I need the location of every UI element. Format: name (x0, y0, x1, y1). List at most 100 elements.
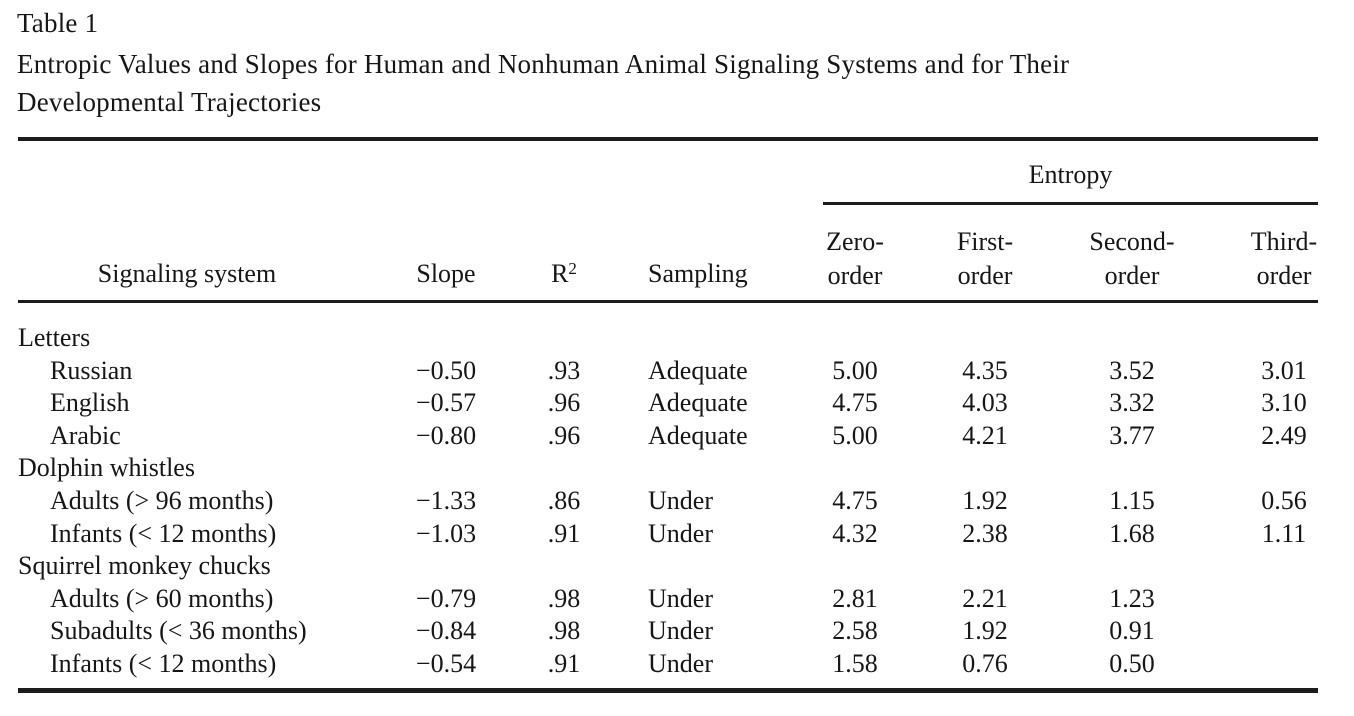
cell-first-order: 1.92 (962, 485, 1008, 515)
cell-zero-order: 2.81 (832, 583, 878, 613)
cell-second-order: 3.52 (1109, 355, 1155, 385)
cell-zero-order: 5.00 (832, 355, 878, 385)
cell-r-squared: .91 (547, 518, 581, 548)
cell-sampling: Adequate (648, 388, 748, 418)
second-order-line2: order (1104, 261, 1160, 290)
entropy-spanner-label: Entropy (1028, 160, 1113, 189)
row-label: Dolphin whistles (18, 453, 195, 483)
zero-order-line1: Zero- (826, 227, 884, 256)
cell-slope: −0.50 (415, 355, 477, 385)
table-row-russian: Russian −0.50 .93 Adequate 5.00 4.35 3.5… (0, 355, 1354, 388)
third-order-line1: Third- (1250, 227, 1318, 256)
table-row-english: English −0.57 .96 Adequate 4.75 4.03 3.3… (0, 387, 1354, 420)
cell-slope: −0.80 (415, 420, 477, 450)
cell-zero-order: 2.58 (832, 616, 878, 646)
column-header-slope: Slope (416, 259, 476, 288)
cell-sampling: Under (648, 583, 713, 613)
table-row-dolphin-adults: Adults (> 96 months) −1.33 .86 Under 4.7… (0, 485, 1354, 518)
row-label: Squirrel monkey chucks (18, 551, 271, 581)
cell-first-order: 4.21 (962, 420, 1008, 450)
cell-zero-order: 4.75 (832, 388, 878, 418)
first-order-line2: order (957, 261, 1013, 290)
cell-sampling: Under (648, 485, 713, 515)
row-label: Infants (< 12 months) (50, 518, 277, 548)
column-header-signaling-system: Signaling system (97, 259, 277, 288)
cell-slope: −0.79 (415, 583, 477, 613)
cell-slope: −0.54 (415, 648, 477, 678)
cell-sampling: Under (648, 648, 713, 678)
row-label: Arabic (50, 420, 121, 450)
row-label: Russian (50, 355, 133, 385)
r-squared-exponent: 2 (568, 259, 577, 278)
column-header-second-order: Second- order (1072, 225, 1192, 293)
table-top-rule (18, 137, 1318, 141)
table-bottom-rule (18, 688, 1318, 693)
row-label: Infants (< 12 months) (50, 648, 277, 678)
cell-third-order: 2.49 (1261, 420, 1307, 450)
cell-sampling: Adequate (648, 355, 748, 385)
cell-second-order: 0.50 (1109, 648, 1155, 678)
cell-zero-order: 4.75 (832, 485, 878, 515)
first-order-line1: First- (956, 227, 1014, 256)
table-row-arabic: Arabic −0.80 .96 Adequate 5.00 4.21 3.77… (0, 420, 1354, 453)
table-title: Entropic Values and Slopes for Human and… (17, 45, 1337, 121)
table-row-squirrel-subadults: Subadults (< 36 months) −0.84 .98 Under … (0, 615, 1354, 648)
table-body: Letters Russian −0.50 .93 Adequate 5.00 … (0, 322, 1354, 681)
row-label: Adults (> 96 months) (50, 485, 274, 515)
cell-slope: −1.33 (415, 485, 477, 515)
cell-slope: −0.57 (415, 388, 477, 418)
cell-third-order: 3.01 (1261, 355, 1307, 385)
table-row-group-squirrel-monkey-chucks: Squirrel monkey chucks (0, 550, 1354, 583)
row-label: Subadults (< 36 months) (50, 616, 307, 646)
row-label: Adults (> 60 months) (50, 583, 274, 613)
cell-sampling: Under (648, 616, 713, 646)
table-row-group-dolphin-whistles: Dolphin whistles (0, 452, 1354, 485)
table-title-line-2: Developmental Trajectories (17, 87, 322, 117)
second-order-line1: Second- (1089, 227, 1175, 256)
cell-r-squared: .91 (547, 648, 581, 678)
cell-second-order: 3.32 (1109, 388, 1155, 418)
cell-r-squared: .98 (547, 616, 581, 646)
table-row-squirrel-infants: Infants (< 12 months) −0.54 .91 Under 1.… (0, 648, 1354, 681)
cell-r-squared: .96 (547, 388, 581, 418)
cell-first-order: 2.21 (962, 583, 1008, 613)
zero-order-line2: order (827, 261, 883, 290)
cell-first-order: 4.35 (962, 355, 1008, 385)
cell-zero-order: 1.58 (832, 648, 878, 678)
row-label: Letters (18, 323, 91, 352)
r-squared-base: R (551, 259, 569, 288)
column-header-zero-order: Zero- order (795, 225, 915, 293)
cell-r-squared: .96 (547, 420, 581, 450)
column-header-third-order: Third- order (1224, 225, 1344, 293)
table-row-squirrel-adults: Adults (> 60 months) −0.79 .98 Under 2.8… (0, 583, 1354, 616)
cell-second-order: 1.15 (1109, 485, 1155, 515)
cell-third-order: 0.56 (1261, 485, 1307, 515)
cell-second-order: 1.23 (1109, 583, 1155, 613)
column-header-r-squared: R2 (514, 257, 614, 291)
cell-third-order: 3.10 (1261, 388, 1307, 418)
cell-r-squared: .86 (547, 485, 581, 515)
third-order-line2: order (1256, 261, 1312, 290)
cell-first-order: 0.76 (962, 648, 1008, 678)
table-row-group-letters: Letters (0, 322, 1354, 355)
cell-first-order: 1.92 (962, 616, 1008, 646)
cell-second-order: 3.77 (1109, 420, 1155, 450)
cell-first-order: 4.03 (962, 388, 1008, 418)
cell-second-order: 1.68 (1109, 518, 1155, 548)
table-row-dolphin-infants: Infants (< 12 months) −1.03 .91 Under 4.… (0, 518, 1354, 551)
table-label: Table 1 (17, 8, 99, 38)
cell-r-squared: .98 (547, 583, 581, 613)
cell-second-order: 0.91 (1109, 616, 1155, 646)
cell-zero-order: 4.32 (832, 518, 878, 548)
cell-first-order: 2.38 (962, 518, 1008, 548)
cell-r-squared: .93 (547, 355, 581, 385)
header-bottom-rule (18, 300, 1318, 303)
cell-sampling: Under (648, 518, 713, 548)
entropy-spanner-rule (823, 202, 1318, 205)
row-label: English (50, 388, 130, 418)
cell-slope: −1.03 (415, 518, 477, 548)
cell-sampling: Adequate (648, 420, 748, 450)
column-header-first-order: First- order (925, 225, 1045, 293)
cell-slope: −0.84 (415, 616, 477, 646)
